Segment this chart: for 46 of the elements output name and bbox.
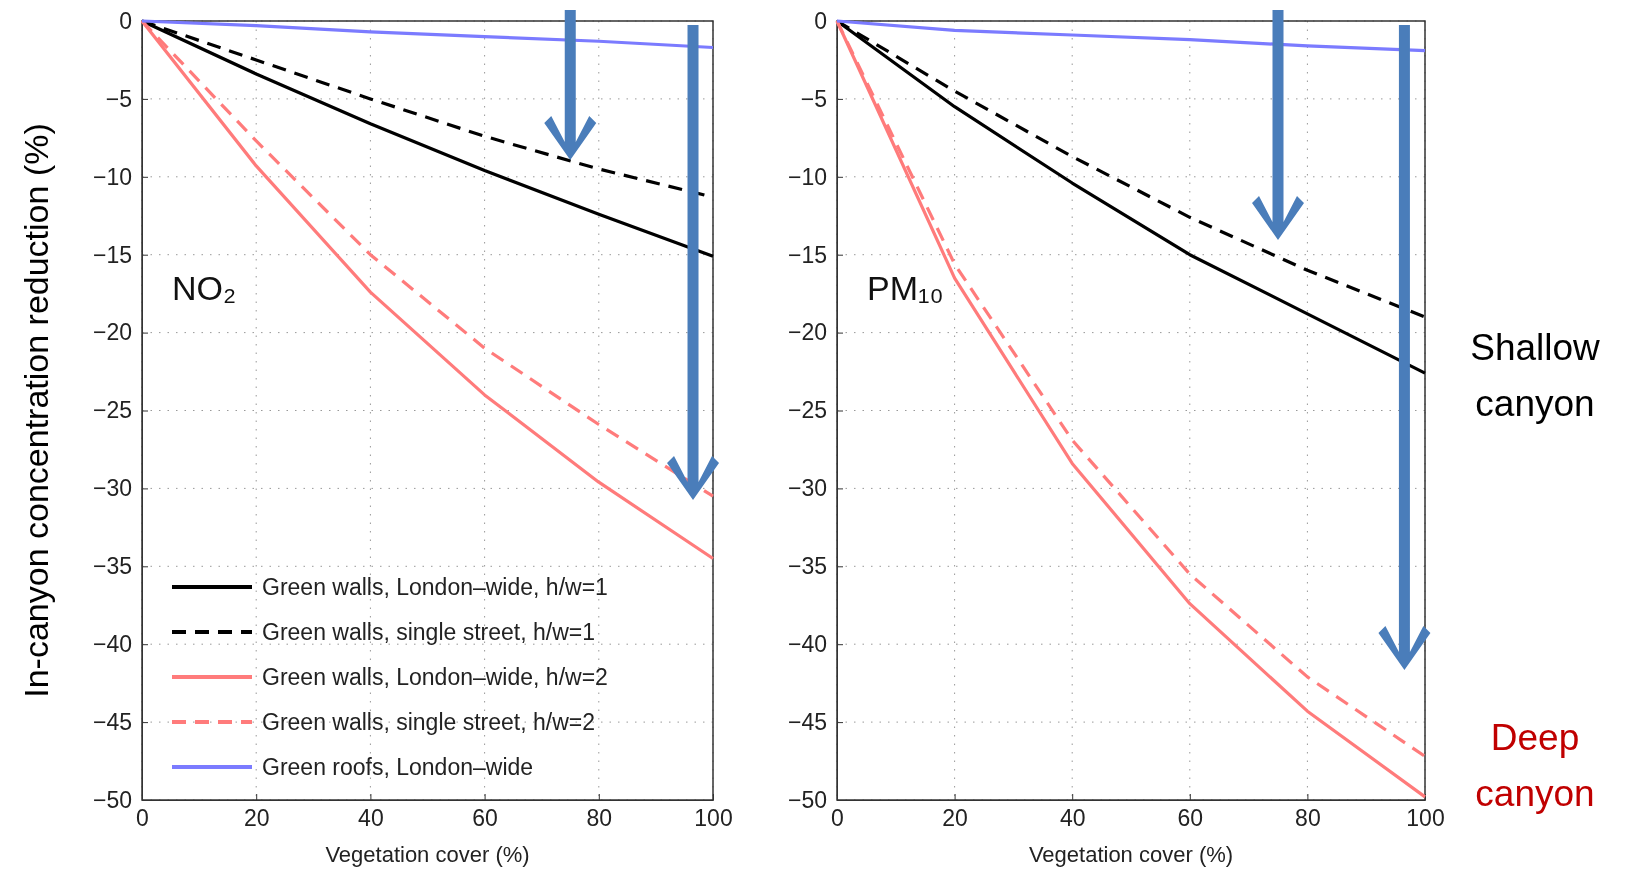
x-tick-label: 60 (1177, 805, 1204, 832)
y-tick-label: −30 (92, 475, 132, 502)
x-tick-label: 100 (1406, 805, 1445, 832)
x-tick-label: 100 (694, 805, 733, 832)
legend-label: Green roofs, London–wide (262, 754, 534, 780)
y-tick-label: −40 (92, 631, 132, 658)
x-tick-label: 0 (136, 805, 149, 832)
text: Deep canyon (1475, 717, 1595, 814)
y-tick-label: 0 (814, 7, 827, 34)
y-tick-label: −35 (787, 553, 827, 580)
x-axis-title: Vegetation cover (%) (325, 842, 530, 867)
y-tick-label: −5 (105, 85, 132, 112)
y-tick-label: −25 (92, 397, 132, 424)
legend-label: Green walls, single street, h/w=2 (262, 709, 596, 735)
x-axis-title: Vegetation cover (%) (1028, 842, 1234, 867)
y-tick-label: 0 (119, 7, 132, 34)
y-tick-label: −50 (787, 786, 827, 813)
y-tick-label: −45 (787, 708, 827, 735)
y-tick-label: −35 (92, 553, 132, 580)
y-tick-label: −30 (787, 475, 827, 502)
y-tick-label: −20 (787, 319, 827, 346)
x-tick-label: 80 (1295, 805, 1321, 832)
y-tick-label: −20 (92, 319, 132, 346)
y-tick-label: −5 (800, 85, 827, 112)
legend-label: Green walls, London–wide, h/w=2 (262, 664, 608, 690)
legend-label: Green walls, London–wide, h/w=1 (262, 574, 608, 600)
annotation: PM₁₀ (867, 269, 944, 307)
annotation: NO₂ (172, 269, 237, 307)
x-tick-label: 40 (358, 805, 384, 832)
y-tick-label: −10 (92, 163, 132, 190)
x-tick-label: 40 (1059, 805, 1086, 832)
y-axis-title: In-canyon concentration reduction (%) (17, 123, 55, 698)
text: Shallow canyon (1470, 327, 1601, 424)
x-tick-label: 80 (586, 805, 613, 832)
y-tick-label: −45 (92, 708, 132, 735)
x-tick-label: 0 (831, 805, 844, 832)
y-tick-label: −10 (787, 163, 827, 190)
y-tick-label: −40 (787, 631, 827, 658)
legend-label: Green walls, single street, h/w=1 (262, 619, 596, 645)
x-tick-label: 60 (472, 805, 498, 832)
y-tick-label: −15 (92, 241, 132, 268)
x-tick-label: 20 (243, 805, 270, 832)
y-tick-label: −15 (787, 241, 827, 268)
y-tick-label: −50 (92, 786, 132, 813)
y-tick-label: −25 (787, 397, 827, 424)
x-tick-label: 20 (942, 805, 968, 832)
